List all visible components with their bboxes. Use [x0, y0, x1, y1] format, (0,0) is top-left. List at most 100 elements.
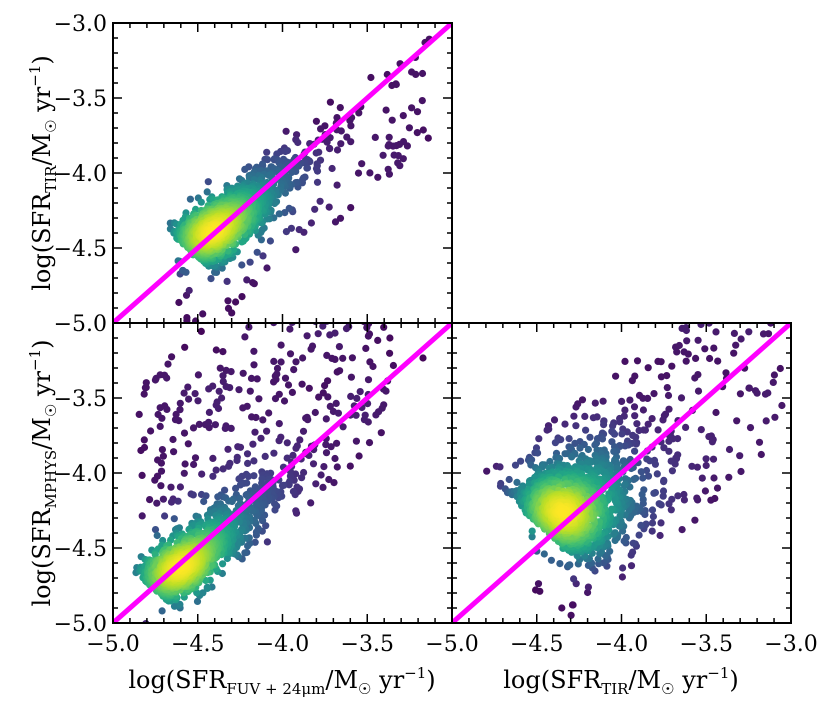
scatter-point [337, 140, 345, 148]
scatter-point [151, 526, 160, 534]
scatter-point [678, 526, 686, 534]
scatter-point [680, 496, 689, 504]
scatter-point [319, 323, 327, 330]
scatter-point [637, 521, 645, 530]
scatter-point [253, 300, 260, 307]
scatter-point [383, 257, 390, 264]
scatter-point [194, 397, 202, 405]
scatter-point [674, 492, 682, 500]
scatter-point [356, 388, 364, 396]
scatter-point [239, 369, 247, 377]
scatter-point [351, 189, 358, 196]
scatter-point [335, 289, 342, 296]
scatter-point [691, 516, 699, 524]
scatter-point [543, 426, 551, 434]
scatter-point [629, 539, 637, 547]
scatter-point [643, 455, 651, 463]
scatter-point [307, 499, 315, 507]
scatter-point [729, 290, 736, 297]
scatter-point [694, 387, 703, 395]
scatter-point [384, 165, 392, 173]
scatter-point [360, 303, 367, 310]
scatter-point [328, 231, 335, 238]
scatter-point [612, 464, 620, 472]
scatter-point [581, 412, 589, 420]
scatter-point [335, 343, 343, 351]
scatter-point [275, 210, 283, 218]
scatter-point [762, 417, 770, 425]
scatter-point [745, 247, 752, 254]
scatter-point [737, 335, 745, 343]
scatter-point [737, 467, 745, 476]
scatter-point [745, 328, 753, 336]
scatter-point [556, 560, 564, 568]
points-bottom-left [132, 184, 427, 623]
scatter-point [714, 357, 722, 365]
scatter-point [255, 395, 263, 403]
scatter-point [377, 245, 384, 252]
scatter-point [656, 531, 664, 540]
scatter-point [216, 364, 224, 372]
scatter-point [571, 439, 579, 447]
scatter-point [621, 406, 629, 414]
scatter-point [536, 587, 544, 595]
scatter-point [224, 304, 233, 312]
scatter-point [419, 126, 427, 134]
scatter-point [238, 293, 246, 301]
scatter-point [764, 231, 771, 238]
scatter-point [322, 441, 330, 449]
scatter-point [315, 393, 323, 401]
scatter-point [334, 409, 342, 417]
scatter-point [295, 272, 302, 279]
scatter-point [374, 201, 381, 208]
scatter-point [151, 551, 159, 559]
scatter-point [612, 372, 620, 380]
scatter-point [610, 447, 618, 455]
scatter-point [271, 395, 280, 403]
scatter-point [745, 384, 754, 392]
scatter-point [483, 467, 491, 475]
scatter-point [227, 368, 235, 376]
scatter-point [368, 222, 375, 229]
scatter-point [360, 323, 367, 326]
scatter-point [161, 512, 169, 520]
scatter-point [289, 451, 297, 459]
scatter-point [238, 303, 245, 310]
scatter-point [195, 420, 203, 428]
scatter-point [280, 397, 289, 405]
scatter-point [379, 151, 387, 159]
scatter-point [282, 264, 289, 271]
scatter-point [383, 265, 390, 272]
scatter-point [169, 435, 177, 444]
scatter-point [546, 457, 554, 466]
scatter-point [720, 279, 727, 286]
scatter-point [279, 269, 286, 276]
scatter-point [180, 429, 189, 437]
scatter-point [696, 308, 703, 315]
scatter-point [651, 460, 660, 468]
scatter-point [382, 184, 389, 191]
scatter-point [243, 450, 252, 458]
scatter-point [183, 314, 191, 322]
scatter-point [688, 462, 696, 470]
scatter-point [335, 258, 342, 265]
scatter-point [250, 347, 258, 355]
scatter-point [284, 309, 291, 316]
scatter-point [263, 156, 272, 164]
scatter-point [299, 354, 307, 362]
scatter-point [222, 383, 230, 391]
scatter-point [766, 270, 773, 277]
scatter-point [258, 226, 266, 234]
scatter-point [181, 460, 189, 468]
scatter-point [321, 382, 329, 390]
scatter-point [243, 276, 251, 284]
scatter-point [387, 247, 394, 254]
scatter-point [311, 408, 319, 417]
scatter-point [599, 397, 607, 405]
scatter-point [312, 117, 320, 125]
scatter-point [357, 297, 364, 304]
scatter-point [284, 381, 293, 389]
scatter-point [776, 364, 784, 373]
scatter-point [180, 389, 188, 397]
